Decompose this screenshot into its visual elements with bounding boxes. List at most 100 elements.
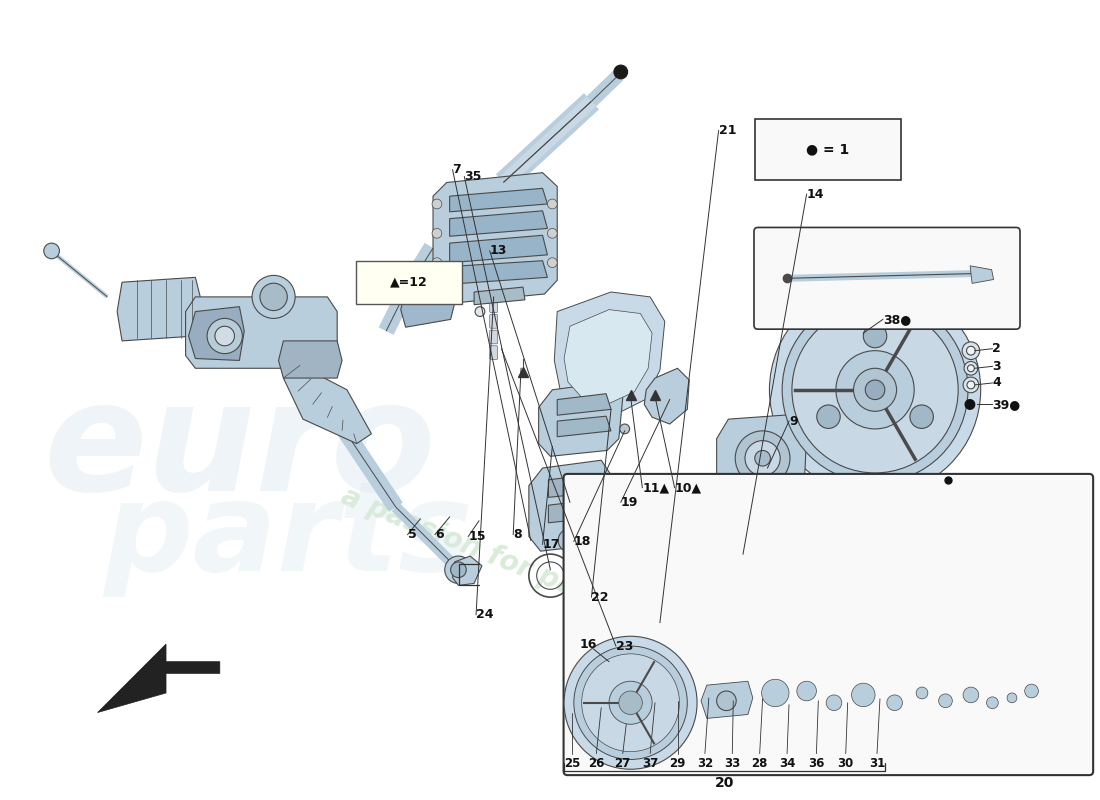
Circle shape — [816, 405, 840, 429]
Polygon shape — [450, 261, 548, 284]
Polygon shape — [186, 297, 338, 368]
Circle shape — [432, 258, 442, 267]
Text: 22: 22 — [592, 590, 609, 604]
Text: 33: 33 — [724, 757, 740, 770]
Circle shape — [44, 243, 59, 258]
Text: 15: 15 — [469, 530, 486, 543]
Polygon shape — [452, 556, 482, 586]
Polygon shape — [98, 644, 220, 713]
Text: 24: 24 — [476, 608, 494, 622]
Polygon shape — [433, 173, 558, 304]
Circle shape — [735, 431, 790, 486]
Text: 31: 31 — [869, 757, 886, 770]
Circle shape — [962, 342, 980, 359]
Circle shape — [967, 346, 976, 355]
FancyBboxPatch shape — [754, 227, 1020, 329]
Polygon shape — [554, 292, 664, 414]
Circle shape — [1008, 693, 1016, 702]
Text: 20: 20 — [715, 776, 734, 790]
Circle shape — [260, 283, 287, 310]
Circle shape — [769, 284, 981, 495]
Circle shape — [866, 380, 884, 399]
Polygon shape — [558, 416, 611, 437]
Polygon shape — [716, 414, 806, 498]
Circle shape — [967, 381, 975, 389]
Circle shape — [609, 682, 652, 724]
Polygon shape — [474, 287, 525, 305]
Circle shape — [619, 424, 629, 434]
Circle shape — [475, 292, 485, 302]
Circle shape — [964, 377, 979, 393]
Circle shape — [910, 405, 934, 429]
Circle shape — [432, 199, 442, 209]
Polygon shape — [400, 282, 454, 327]
Text: a passion for parts...: a passion for parts... — [338, 482, 650, 630]
FancyBboxPatch shape — [490, 346, 497, 359]
Polygon shape — [450, 235, 548, 262]
Circle shape — [698, 563, 728, 592]
Text: 28: 28 — [751, 757, 768, 770]
Text: 32: 32 — [696, 757, 713, 770]
Circle shape — [964, 687, 979, 702]
Polygon shape — [549, 474, 603, 498]
Text: 30: 30 — [837, 757, 854, 770]
Text: 38●: 38● — [883, 313, 911, 326]
Circle shape — [864, 324, 887, 348]
Text: 9: 9 — [789, 414, 797, 427]
Text: 8: 8 — [514, 528, 521, 541]
Text: 6: 6 — [434, 528, 443, 541]
Circle shape — [548, 258, 558, 267]
Circle shape — [916, 687, 928, 699]
Circle shape — [432, 282, 442, 292]
Text: 23: 23 — [616, 639, 634, 653]
Polygon shape — [549, 499, 603, 523]
Text: 39●: 39● — [992, 398, 1021, 411]
Text: 34: 34 — [779, 757, 795, 770]
Circle shape — [968, 365, 975, 372]
Text: 37: 37 — [642, 757, 658, 770]
Text: 21: 21 — [718, 124, 736, 137]
Text: 5: 5 — [408, 528, 416, 541]
Circle shape — [1025, 684, 1038, 698]
Circle shape — [761, 679, 789, 706]
Circle shape — [851, 683, 876, 706]
Circle shape — [548, 199, 558, 209]
Text: 17: 17 — [542, 538, 560, 551]
Text: 14: 14 — [806, 188, 824, 201]
Circle shape — [854, 368, 896, 411]
Circle shape — [548, 229, 558, 238]
Circle shape — [887, 695, 902, 710]
Text: 29: 29 — [669, 757, 685, 770]
Polygon shape — [539, 382, 623, 456]
Text: 11▲: 11▲ — [642, 481, 670, 494]
Text: 13: 13 — [490, 245, 507, 258]
Polygon shape — [284, 366, 372, 443]
Circle shape — [690, 553, 738, 602]
Circle shape — [964, 362, 978, 375]
Circle shape — [965, 399, 975, 410]
Circle shape — [619, 691, 642, 714]
Text: 7: 7 — [452, 163, 461, 176]
Polygon shape — [564, 310, 652, 403]
Circle shape — [938, 694, 953, 708]
Circle shape — [252, 275, 295, 318]
FancyBboxPatch shape — [490, 314, 497, 328]
Text: 10▲: 10▲ — [674, 481, 702, 494]
Text: 36: 36 — [808, 757, 825, 770]
Polygon shape — [558, 394, 611, 415]
Text: parts: parts — [103, 476, 473, 597]
Polygon shape — [278, 341, 342, 378]
Text: 19: 19 — [620, 496, 638, 509]
Circle shape — [796, 682, 816, 701]
FancyBboxPatch shape — [490, 299, 497, 313]
Polygon shape — [117, 278, 200, 341]
Text: 3: 3 — [992, 360, 1001, 373]
Text: 18: 18 — [574, 535, 591, 548]
Polygon shape — [529, 460, 613, 551]
Text: euro: euro — [43, 374, 436, 523]
Polygon shape — [188, 306, 244, 361]
Text: ● = 1: ● = 1 — [806, 142, 849, 156]
Circle shape — [582, 654, 680, 752]
Circle shape — [782, 297, 968, 482]
Text: 2: 2 — [992, 342, 1001, 355]
